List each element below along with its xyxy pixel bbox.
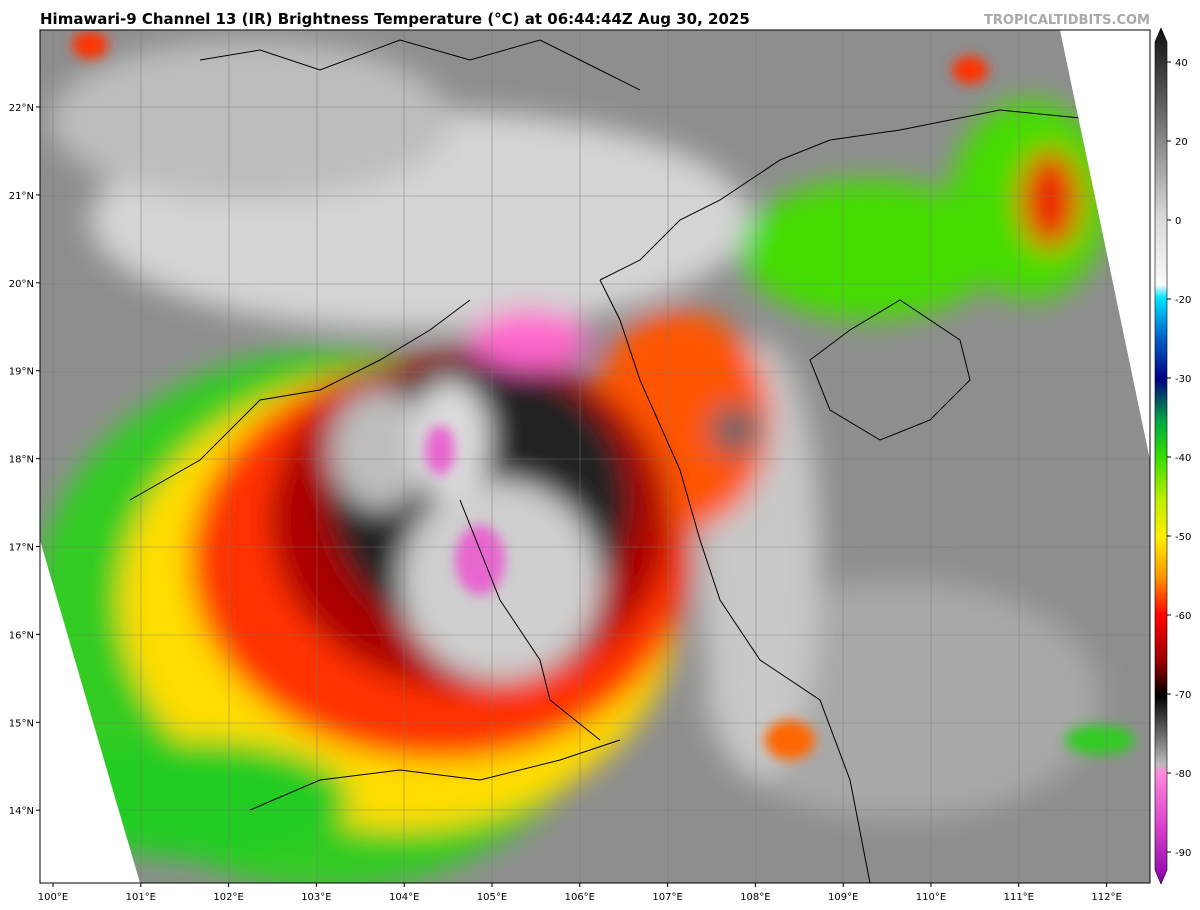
lon-label: 107°E xyxy=(652,892,682,903)
lat-label: 19°N xyxy=(9,367,34,378)
lon-label: 110°E xyxy=(916,892,946,903)
lon-label: 104°E xyxy=(389,892,419,903)
lat-label: 15°N xyxy=(9,718,34,729)
credit: TROPICALTIDBITS.COM xyxy=(984,13,1150,28)
lat-label: 18°N xyxy=(9,455,34,466)
colorbar-label: -50 xyxy=(1175,532,1191,543)
colorbar-label: -80 xyxy=(1175,769,1191,780)
colorbar-label: -30 xyxy=(1175,374,1191,385)
colorbar-label: -70 xyxy=(1175,690,1191,701)
map-frame xyxy=(39,29,1151,884)
lat-label: 20°N xyxy=(9,279,34,290)
satellite-image xyxy=(40,30,1150,883)
colorbar-label: -60 xyxy=(1175,611,1191,622)
colorbar-label: -40 xyxy=(1175,453,1191,464)
lon-label: 103°E xyxy=(301,892,331,903)
colorbar-label: 20 xyxy=(1175,137,1188,148)
lon-label: 105°E xyxy=(477,892,507,903)
lon-label: 111°E xyxy=(1004,892,1034,903)
lat-label: 16°N xyxy=(9,630,34,641)
colorbar-label: -90 xyxy=(1175,848,1191,859)
lat-label: 21°N xyxy=(9,191,34,202)
colorbar xyxy=(1154,27,1168,885)
lon-label: 109°E xyxy=(828,892,858,903)
colorbar-label: -20 xyxy=(1175,295,1191,306)
lat-label: 14°N xyxy=(9,806,34,817)
lon-label: 108°E xyxy=(740,892,770,903)
lon-label: 102°E xyxy=(213,892,243,903)
lon-label: 100°E xyxy=(38,892,68,903)
lat-label: 22°N xyxy=(9,103,34,114)
colorbar-label: 40 xyxy=(1175,58,1188,69)
lon-label: 112°E xyxy=(1091,892,1121,903)
lat-label: 17°N xyxy=(9,543,34,554)
colorbar-label: 0 xyxy=(1175,216,1181,227)
lon-label: 101°E xyxy=(126,892,156,903)
lon-label: 106°E xyxy=(565,892,595,903)
title: Himawari-9 Channel 13 (IR) Brightness Te… xyxy=(40,10,750,28)
